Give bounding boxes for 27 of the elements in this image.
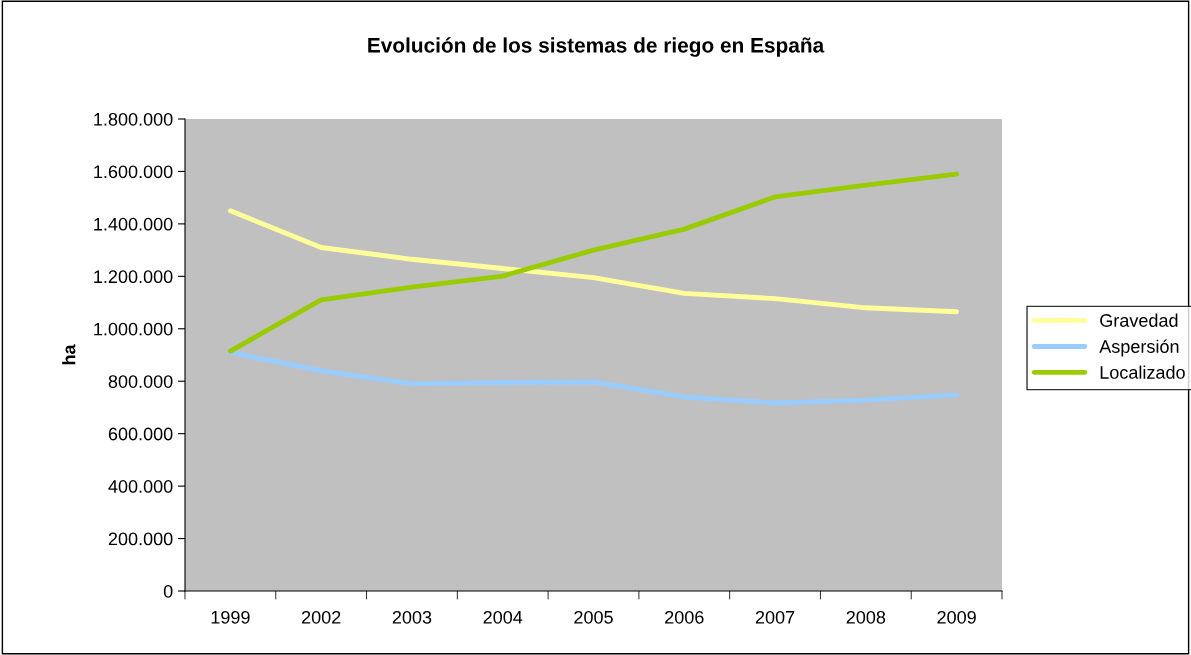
y-tick-label: 600.000 <box>108 427 173 441</box>
x-tick-label: 2009 <box>937 610 976 624</box>
legend-label: Gravedad <box>1100 313 1178 327</box>
x-tick-label: 2005 <box>574 610 613 624</box>
y-tick-label: 800.000 <box>108 375 173 388</box>
x-tick-label: 2008 <box>846 610 886 624</box>
y-tick-label: 1.800.000 <box>94 112 173 126</box>
x-tick-label: 1999 <box>211 610 250 624</box>
x-tick-label: 2002 <box>301 610 341 624</box>
y-tick-label: 400.000 <box>108 480 173 493</box>
legend-label: Aspersión <box>1099 339 1179 357</box>
legend-label: Localizado <box>1100 365 1185 379</box>
x-tick-label: 2007 <box>755 610 795 624</box>
x-tick-label: 2004 <box>483 610 523 624</box>
y-tick-label: 1.600.000 <box>94 165 173 179</box>
y-tick-label: 1.000.000 <box>94 322 173 336</box>
y-tick-label: 1.200.000 <box>94 270 173 284</box>
x-tick-label: 2006 <box>665 610 704 624</box>
y-axis-title: ha <box>62 344 76 365</box>
y-tick-label: 1.400.000 <box>94 217 173 231</box>
chart-title: Evolución de los sistemas de riego en España <box>368 37 825 57</box>
line-series <box>227 171 960 354</box>
line-series <box>227 349 960 406</box>
x-tick-label: 2003 <box>392 610 432 624</box>
line-series <box>227 208 960 315</box>
y-tick-label: 200.000 <box>108 532 173 546</box>
y-tick-label: 0 <box>163 584 173 598</box>
